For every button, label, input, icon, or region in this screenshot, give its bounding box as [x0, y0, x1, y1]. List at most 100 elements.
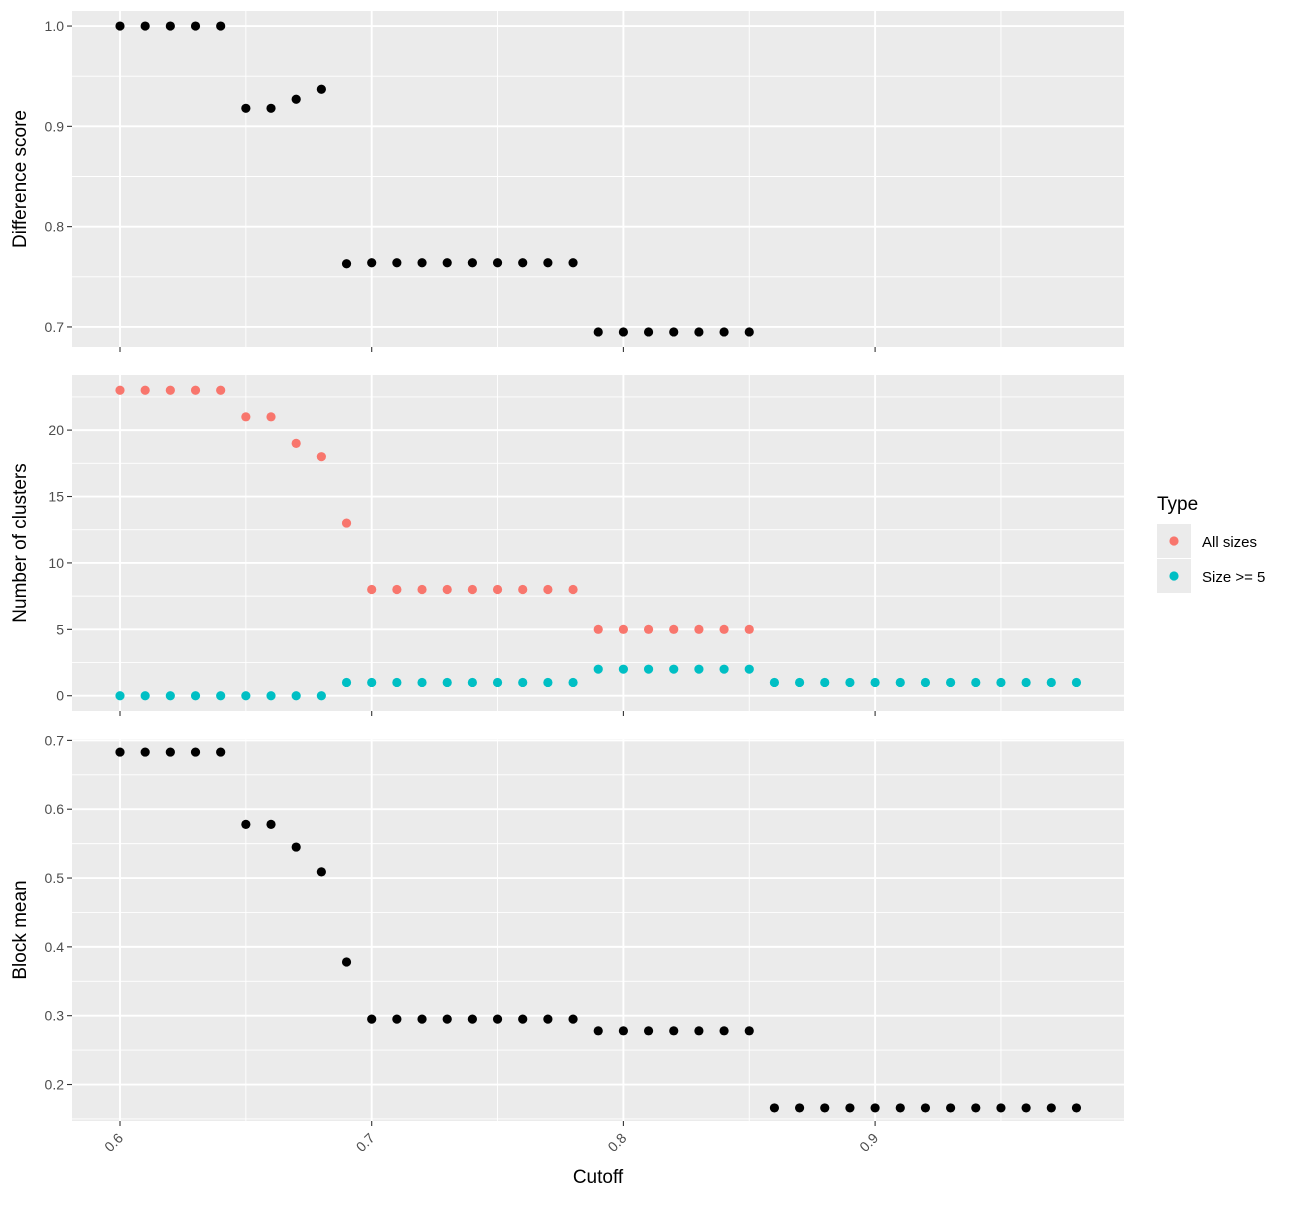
data-point [769, 1103, 780, 1113]
data-point [996, 1103, 1006, 1113]
x-tick-label: 0.8 [604, 1130, 629, 1155]
data-point [618, 624, 629, 634]
y-tick-label: 0.5 [45, 870, 65, 886]
y-tick-label: 0.7 [45, 732, 65, 748]
data-point [618, 664, 629, 674]
data-point [190, 21, 201, 31]
data-point [266, 103, 276, 113]
data-point [794, 1103, 805, 1113]
data-point [593, 624, 603, 634]
data-point [165, 21, 175, 31]
data-point [291, 94, 301, 104]
y-tick-label: 10 [48, 555, 64, 571]
panel-background [72, 11, 1124, 347]
data-point [442, 677, 452, 688]
x-axis: 0.6 0.7 0.8 0.9 Cutoff [101, 1130, 881, 1188]
data-point [140, 21, 150, 31]
data-point [643, 664, 654, 674]
data-point [341, 259, 352, 269]
data-point [392, 1014, 402, 1024]
data-point [341, 518, 352, 528]
data-point [216, 385, 226, 395]
data-point [442, 584, 452, 595]
data-point [417, 677, 427, 688]
series-1 [115, 747, 1082, 1113]
panels-layer: 0.7 0.8 0.9 1.0 Difference score 0 5 10 15 20 Numb… [10, 11, 1124, 1126]
data-point [140, 385, 150, 395]
y-tick-label: 0.4 [45, 939, 65, 955]
x-axis-title: Cutoff [573, 1167, 624, 1188]
data-point [744, 664, 754, 674]
data-point [568, 1014, 578, 1024]
data-point [669, 624, 679, 634]
series-1 [115, 21, 754, 337]
data-point [266, 819, 276, 829]
data-point [895, 1103, 905, 1113]
y-tick-label: 20 [48, 422, 64, 438]
data-point [417, 1014, 427, 1024]
data-point [593, 664, 603, 674]
data-point [367, 584, 377, 595]
data-point [241, 819, 251, 829]
data-point [492, 584, 503, 595]
data-point [165, 385, 175, 395]
data-point [694, 624, 704, 634]
data-point [820, 1103, 830, 1113]
data-point [719, 664, 729, 674]
data-point [669, 1026, 679, 1036]
legend-label: All sizes [1202, 534, 1257, 551]
data-point [467, 1014, 477, 1024]
data-point [1071, 1103, 1082, 1113]
data-point [895, 677, 905, 688]
data-point [845, 677, 855, 688]
y-tick-label: 0 [56, 688, 64, 704]
data-point [140, 747, 150, 757]
data-point [241, 412, 251, 422]
data-point [115, 21, 125, 31]
data-point [190, 747, 201, 757]
data-point [392, 584, 402, 595]
data-point [543, 584, 553, 595]
data-point [316, 867, 326, 877]
y-tick-label: 0.2 [45, 1077, 65, 1093]
data-point [291, 438, 301, 448]
data-point [971, 1103, 981, 1113]
y-tick-label: 0.6 [45, 801, 65, 817]
data-point [216, 747, 226, 757]
data-point [719, 327, 729, 337]
data-point [1071, 677, 1082, 688]
data-point [996, 677, 1006, 688]
legend-swatch [1169, 536, 1179, 546]
data-point [643, 1026, 654, 1036]
legend-title: Type [1157, 494, 1198, 515]
data-point [341, 677, 352, 688]
y-tick-label: 0.8 [45, 219, 65, 235]
data-point [769, 677, 780, 688]
data-point [518, 677, 528, 688]
data-point [543, 1014, 553, 1024]
x-tick-label: 0.9 [856, 1130, 881, 1155]
data-point [820, 677, 830, 688]
x-tick-label: 0.7 [353, 1130, 378, 1155]
data-point [266, 691, 276, 701]
data-point [115, 691, 125, 701]
data-point [618, 1026, 629, 1036]
data-point [694, 664, 704, 674]
data-point [920, 1103, 931, 1113]
data-point [518, 1014, 528, 1024]
data-point [719, 624, 729, 634]
data-point [467, 677, 477, 688]
data-point [341, 957, 352, 967]
data-point [1021, 1103, 1031, 1113]
data-point [870, 1103, 880, 1113]
data-point [417, 584, 427, 595]
data-point [492, 258, 503, 268]
series-all-sizes [115, 385, 754, 634]
data-point [367, 258, 377, 268]
data-point [367, 677, 377, 688]
data-point [543, 677, 553, 688]
legend-swatch [1169, 571, 1179, 581]
data-point [744, 327, 754, 337]
data-point [115, 385, 125, 395]
